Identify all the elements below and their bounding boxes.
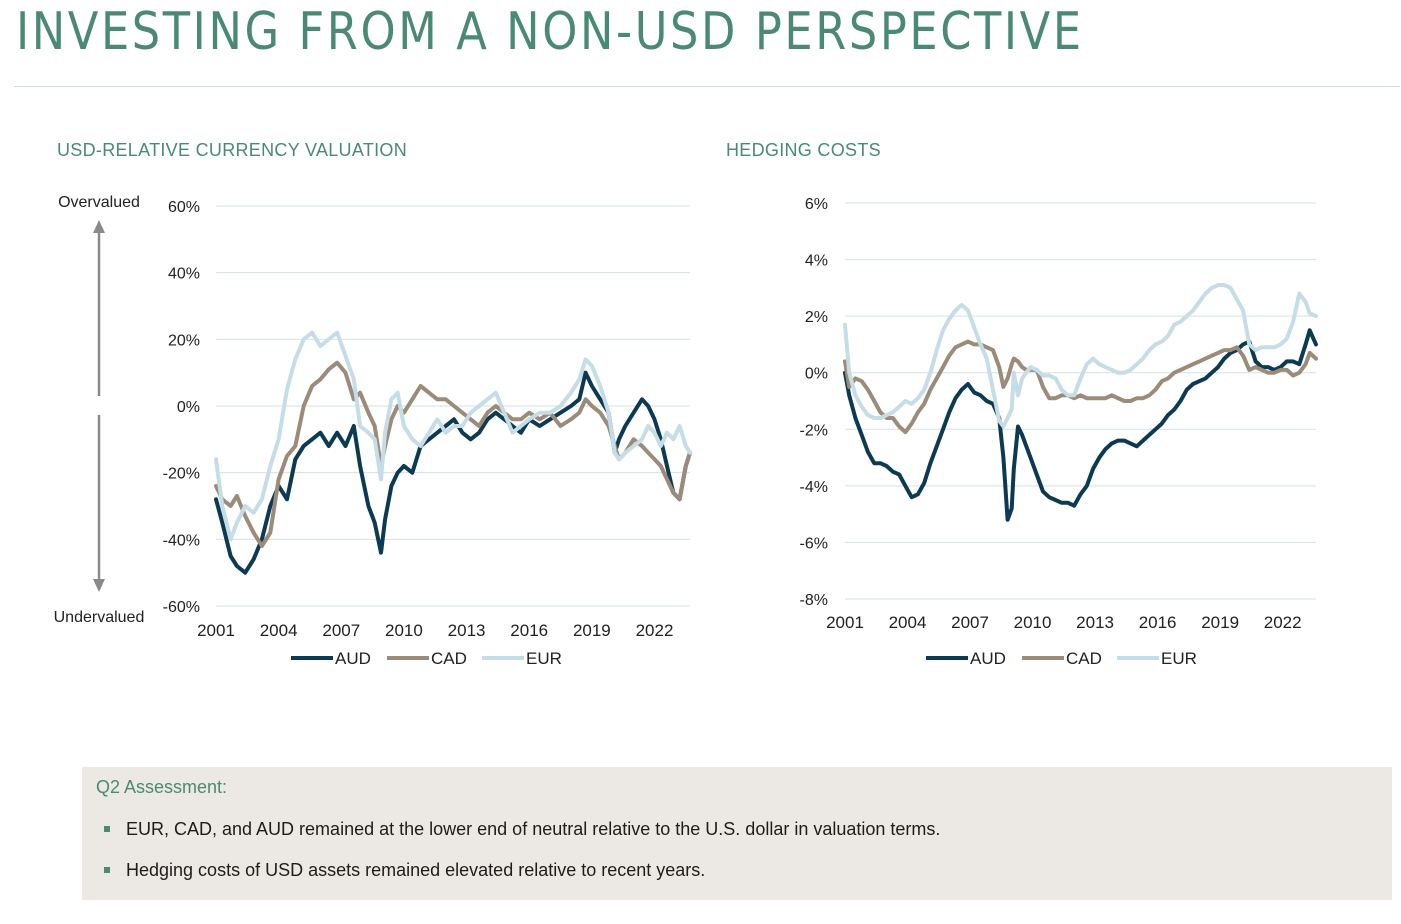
y-tick-label: 20% — [168, 332, 200, 349]
assessment-bullet-text: EUR, CAD, and AUD remained at the lower … — [126, 819, 941, 839]
y-tick-label: 0% — [177, 399, 200, 416]
legend-label: EUR — [1161, 649, 1197, 668]
x-tick-label: 2004 — [260, 621, 298, 640]
x-tick-label: 2013 — [1076, 613, 1114, 632]
series-line-eur — [843, 283, 1318, 429]
series-line-cad — [843, 339, 1318, 435]
undervalued-label: Undervalued — [54, 609, 145, 626]
series-line-aud — [214, 370, 692, 575]
x-tick-label: 2016 — [1139, 613, 1177, 632]
x-tick-label: 2013 — [448, 621, 486, 640]
legend-label: AUD — [335, 649, 371, 668]
x-tick-label: 2004 — [889, 613, 927, 632]
legend-label: EUR — [526, 649, 562, 668]
x-tick-label: 2007 — [322, 621, 360, 640]
series-line-aud — [843, 328, 1318, 522]
x-tick-label: 2001 — [826, 613, 864, 632]
assessment-bullet: Hedging costs of USD assets remained ele… — [104, 860, 706, 881]
assessment-bullet: EUR, CAD, and AUD remained at the lower … — [104, 819, 941, 840]
assessment-heading: Q2 Assessment: — [96, 777, 228, 797]
series-line-eur — [214, 330, 692, 542]
title-divider — [14, 86, 1400, 87]
down-arrow-icon — [93, 579, 105, 592]
y-tick-label: 40% — [168, 266, 200, 283]
assessment-bullet-text: Hedging costs of USD assets remained ele… — [126, 860, 706, 880]
y-tick-label: 60% — [168, 199, 200, 216]
x-tick-label: 2022 — [1264, 613, 1302, 632]
y-tick-label: -40% — [163, 532, 200, 549]
page-title: INVESTING FROM A NON-USD PERSPECTIVE — [16, 2, 1084, 62]
x-tick-label: 2010 — [385, 621, 423, 640]
x-tick-label: 2022 — [636, 621, 674, 640]
assessment-panel: Q2 Assessment: EUR, CAD, and AUD remaine… — [82, 767, 1392, 900]
valuation-chart: 60% 40% 20% 0% -20% -40% -60% 2001 2004 2007 2010 2… — [54, 194, 692, 668]
y-tick-label: -60% — [163, 599, 200, 616]
x-tick-label: 2019 — [1201, 613, 1239, 632]
bullet-square-icon — [104, 867, 110, 873]
y-tick-label: -8% — [800, 592, 828, 609]
x-tick-label: 2001 — [197, 621, 235, 640]
y-tick-label: 4% — [805, 253, 828, 270]
bullet-square-icon — [104, 826, 110, 832]
x-tick-label: 2016 — [510, 621, 548, 640]
legend-label: CAD — [431, 649, 467, 668]
y-tick-label: 2% — [805, 309, 828, 326]
y-tick-label: 6% — [805, 196, 828, 213]
x-tick-label: 2010 — [1014, 613, 1052, 632]
y-tick-label: 0% — [805, 366, 828, 383]
legend-label: AUD — [970, 649, 1006, 668]
legend-label: CAD — [1066, 649, 1102, 668]
valuation-chart-title: USD-RELATIVE CURRENCY VALUATION — [57, 140, 408, 160]
x-tick-label: 2007 — [951, 613, 989, 632]
hedging-chart-title: HEDGING COSTS — [726, 140, 881, 160]
up-arrow-icon — [93, 220, 105, 233]
hedging-chart: 6% 4% 2% 0% -2% -4% -6% -8% 2001 2004 2007 2010 2013… — [800, 196, 1318, 668]
y-tick-label: -4% — [800, 479, 828, 496]
y-tick-label: -6% — [800, 535, 828, 552]
overvalued-label: Overvalued — [58, 194, 140, 211]
y-tick-label: -20% — [163, 466, 200, 483]
x-tick-label: 2019 — [573, 621, 611, 640]
y-tick-label: -2% — [800, 422, 828, 439]
